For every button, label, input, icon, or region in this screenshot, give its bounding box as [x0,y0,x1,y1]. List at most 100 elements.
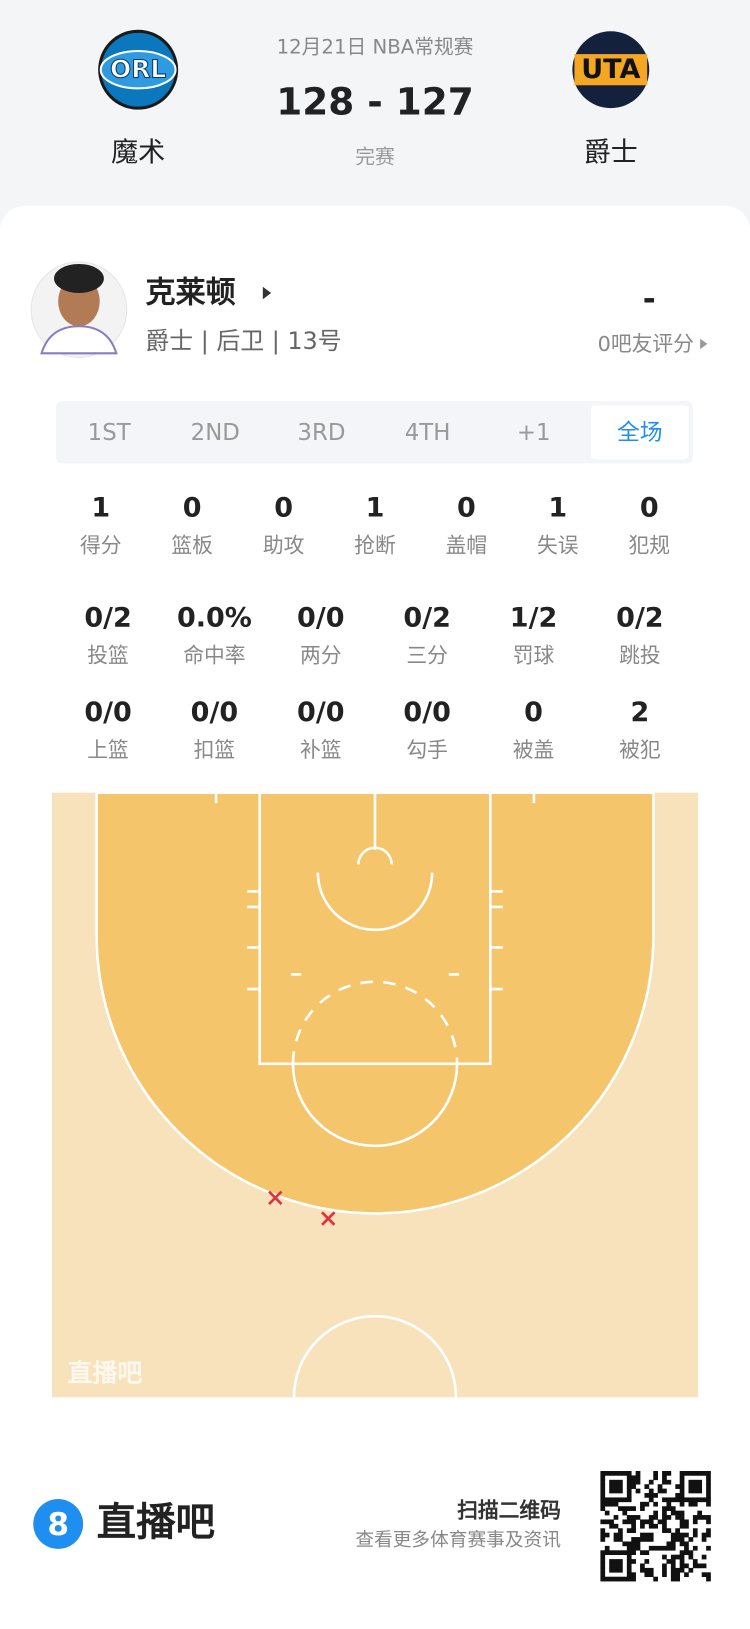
home-logo-text: ORL [110,55,166,84]
qr-module [662,1572,667,1578]
qr-module [648,1532,654,1538]
qr-module [609,1523,614,1529]
qr-module [609,1501,614,1507]
qr-module [675,1497,681,1503]
avatar-hair [54,263,104,294]
qr-module [600,1572,606,1578]
qr-module [635,1475,641,1481]
qr-module [679,1537,685,1542]
qr-module [600,1576,606,1582]
qr-module [604,1576,610,1582]
qr-module [653,1515,658,1520]
qr-module [662,1475,667,1481]
qr-module [679,1488,685,1494]
qr-module [613,1532,619,1538]
qr-module [635,1479,641,1485]
qr-module [626,1554,632,1560]
tab[interactable]: 3RD [297,420,345,446]
qr-module [640,1519,645,1525]
stat-value: 0/2 [84,603,131,634]
tab[interactable]: 2ND [191,420,240,446]
qr-module [609,1576,614,1582]
qr-module [706,1519,711,1525]
stat-value: 1 [91,493,110,524]
qr-module [684,1532,689,1538]
qr-module [670,1576,676,1582]
qr-module [626,1497,632,1503]
stat-value: 1 [366,493,385,524]
qr-module [648,1567,654,1573]
qr-module [688,1471,694,1476]
stat-label: 上篮 [87,738,129,762]
qr-module [706,1484,711,1489]
qr-module [706,1501,711,1507]
qr-module [604,1545,610,1551]
away-name: 爵士 [584,137,638,168]
tab[interactable]: 1ST [88,420,132,446]
tab[interactable]: +1 [517,420,551,446]
qr-module [679,1563,685,1569]
qr-module [644,1493,650,1498]
qr-module [670,1567,676,1573]
qr-module [613,1567,619,1573]
stat-label: 跳投 [619,644,661,668]
qr-module [635,1471,641,1476]
rating-label[interactable]: 0吧友评分 [598,332,694,356]
stat-label: 盖帽 [446,533,488,557]
qr-module [706,1576,711,1582]
qr-module [692,1545,698,1551]
tab[interactable]: 全场 [617,420,663,446]
qr-module [618,1563,623,1569]
qr-module [618,1479,623,1485]
qr-module [666,1528,672,1533]
qr-module [600,1488,606,1494]
qr-module [626,1545,632,1551]
qr-module [675,1493,681,1498]
qr-module [631,1519,636,1525]
qr-module [653,1475,658,1481]
qr-module [679,1541,685,1547]
qr-module [622,1471,628,1476]
scan-subtitle: 查看更多体育赛事及资讯 [355,1530,561,1551]
qr-module [653,1523,658,1529]
qr-module [648,1515,654,1520]
qr-module [604,1510,610,1516]
qr-module [684,1550,689,1556]
qr-module [644,1501,650,1507]
qr-module [666,1506,672,1511]
qr-module [604,1519,610,1525]
qr-module [613,1484,619,1489]
qr-module [697,1484,703,1489]
qr-module [626,1563,632,1569]
qr-module [631,1515,636,1520]
court-watermark: 直播吧 [68,1358,143,1387]
qr-module [670,1532,676,1538]
qr-module [626,1471,632,1476]
player-name[interactable]: 克莱顿 [145,276,235,311]
qr-module [675,1537,681,1542]
qr-module [679,1471,685,1476]
tab[interactable]: 4TH [405,420,451,446]
qr-module [701,1532,707,1538]
game-date: 12月21日 NBA常规赛 [277,35,474,58]
qr-module [697,1471,703,1476]
qr-module [626,1484,632,1489]
stat-label: 抢断 [354,533,396,557]
qr-module [679,1479,685,1485]
qr-module [662,1515,667,1520]
qr-module [675,1484,681,1489]
qr-code [600,1471,711,1582]
qr-module [701,1572,707,1578]
stat-label: 失误 [537,533,579,557]
qr-module [613,1559,619,1564]
qr-module [706,1572,711,1578]
qr-module [666,1545,672,1551]
qr-module [662,1497,667,1503]
qr-module [631,1475,636,1481]
brand-logo [33,1499,84,1549]
qr-module [644,1519,650,1525]
qr-module [679,1475,685,1481]
qr-module [684,1545,689,1551]
qr-module [692,1528,698,1533]
avatar-jersey [40,325,118,355]
